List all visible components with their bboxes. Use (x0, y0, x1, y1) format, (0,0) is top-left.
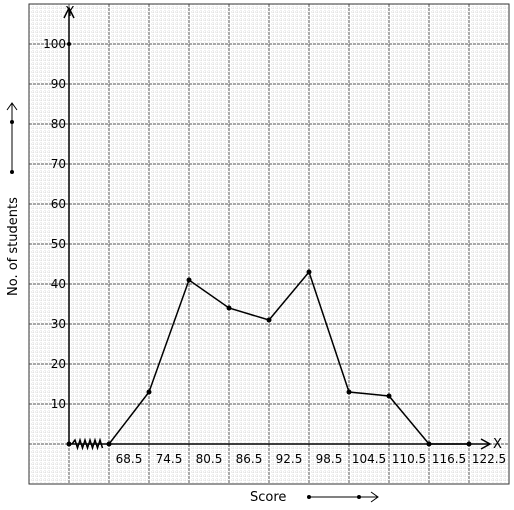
y-tick-label: 50 (51, 237, 66, 251)
y-tick-label: 20 (51, 357, 66, 371)
y-axis-arrowhead (63, 6, 75, 19)
axis-break-symbol (71, 437, 104, 451)
y-direction-arrow (6, 102, 18, 174)
series-line (108, 270, 469, 445)
y-tick-label: 70 (51, 157, 66, 171)
x-axis-label: Score (250, 490, 286, 505)
x-tick-label: 74.5 (156, 452, 183, 466)
y-tick-label: 80 (51, 117, 66, 131)
data-point (386, 393, 392, 399)
x-direction-arrow (307, 491, 379, 503)
data-point (106, 441, 112, 447)
x-tick-label: 98.5 (316, 452, 343, 466)
data-point (426, 441, 432, 447)
y-tick-label: 30 (51, 317, 66, 331)
data-point (306, 269, 312, 275)
x-tick-label: 92.5 (276, 452, 303, 466)
x-tick-label: 116.5 (432, 452, 466, 466)
y-tick-label: 60 (51, 197, 66, 211)
data-point (466, 441, 472, 447)
x-tick-label: 104.5 (352, 452, 386, 466)
y-tick-label: 90 (51, 77, 66, 91)
x-tick-label: 110.5 (392, 452, 426, 466)
y-tick-label: 100 (43, 37, 66, 51)
data-point (266, 317, 272, 323)
x-tick-label: 86.5 (236, 452, 263, 466)
x-axis-arrowhead (480, 438, 492, 450)
data-series (106, 269, 472, 447)
y-tick-label: 40 (51, 277, 66, 291)
y-axis-label: No. of students (6, 197, 21, 296)
x-tick-label: 80.5 (196, 452, 223, 466)
y-tick-label: 10 (51, 397, 66, 411)
x-tick-label: 68.5 (116, 452, 143, 466)
x-tick-label: 122.5 (472, 452, 506, 466)
tick-labels: 10 20 30 40 50 60 70 80 90 100 68.5 74.5 80.5 86.5 92.… (43, 37, 506, 466)
data-point (346, 389, 352, 395)
origin-point (66, 441, 72, 447)
axes (63, 6, 492, 451)
data-point (186, 277, 192, 283)
data-point (146, 389, 152, 395)
data-point (226, 305, 232, 311)
x-axis-letter: X (493, 437, 502, 452)
graph-paper-grid (28, 3, 510, 485)
y-max-point (67, 42, 71, 46)
y-axis-letter: Y (65, 5, 74, 20)
